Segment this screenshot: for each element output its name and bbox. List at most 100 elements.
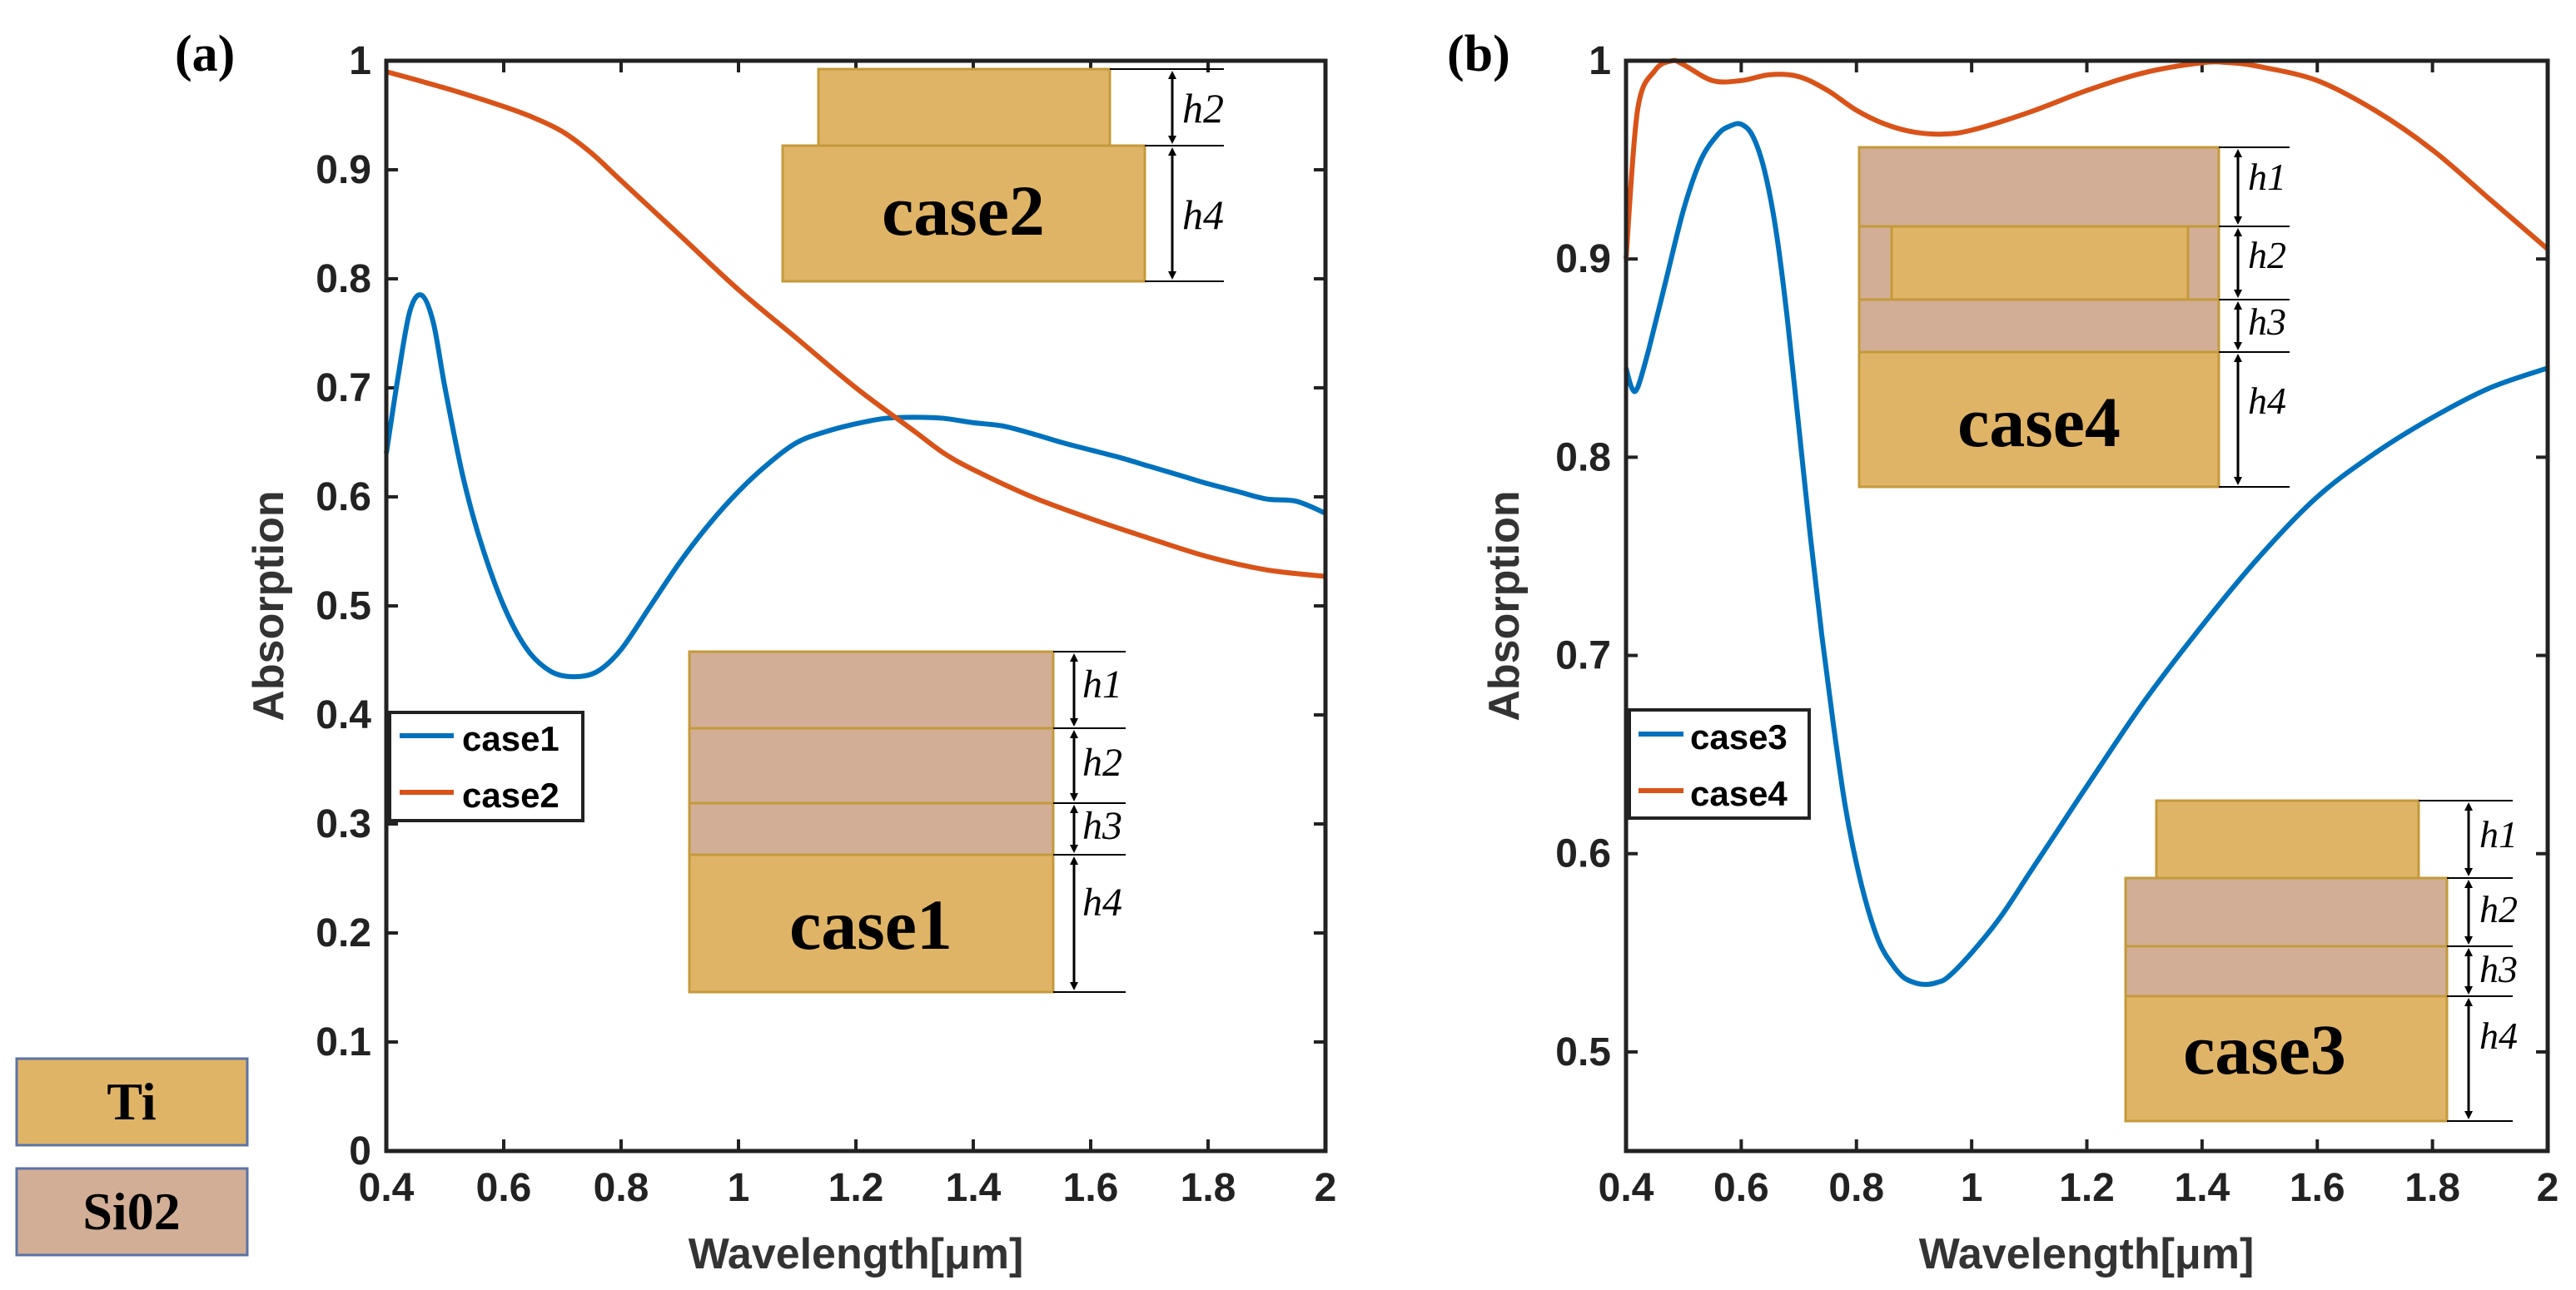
y-tick-label: 0.7 bbox=[316, 366, 371, 410]
x-tick-label: 1 bbox=[728, 1166, 750, 1210]
inset-case4-sio2-h1 bbox=[1857, 146, 2220, 228]
panel-a-legend: case1 case2 bbox=[388, 711, 584, 822]
panel-b-label: (b) bbox=[1447, 26, 1510, 82]
inset-case4-ti-h2 bbox=[1890, 225, 2190, 301]
panel-b-curves bbox=[1624, 57, 2549, 987]
inset-case4-ti-h4 bbox=[1857, 350, 2220, 489]
panel-b-legend: case3 case4 bbox=[1628, 708, 1811, 820]
inset-case3-sio2-h2 bbox=[2124, 876, 2449, 948]
materials-legend: Ti Si02 bbox=[15, 1057, 249, 1257]
x-tick-label: 1.8 bbox=[1181, 1166, 1236, 1210]
inset-case2-label: case2 bbox=[882, 171, 1045, 251]
inset-case3-label: case3 bbox=[2183, 1010, 2346, 1089]
inset-case4-dim-h3: h3 bbox=[2248, 300, 2286, 343]
panel-a-ylabel: Absorption bbox=[245, 490, 293, 721]
x-tick-label: 0.4 bbox=[1599, 1166, 1654, 1210]
x-tick-label: 1.8 bbox=[2404, 1166, 2460, 1210]
inset-case2-ti-top bbox=[817, 67, 1111, 147]
inset-case2-dim-h2: h2 bbox=[1182, 85, 1224, 131]
panel-b-ylabel: Absorption bbox=[1480, 490, 1529, 721]
inset-case1-label: case1 bbox=[789, 885, 952, 965]
y-tick-label: 0 bbox=[349, 1129, 371, 1173]
inset-case4-sio2-h3 bbox=[1857, 298, 2220, 354]
x-tick-label: 1.4 bbox=[946, 1166, 1002, 1210]
panel-b-chart: (b) 0.4 0.6 0.8 1 1.2 1.4 1.6 1.8 2 0.5 0.6 0.7 0.8 0… bbox=[1447, 26, 2559, 1278]
inset-case4-label: case4 bbox=[1957, 382, 2121, 462]
y-tick-label: 1 bbox=[1589, 39, 1611, 83]
inset-case2-dim-h4: h4 bbox=[1182, 191, 1224, 238]
x-tick-label: 2 bbox=[2537, 1166, 2559, 1210]
inset-case2-ti-bottom bbox=[781, 144, 1146, 283]
inset-case1-dim-h2: h2 bbox=[1082, 741, 1122, 785]
inset-case4-dim-h2: h2 bbox=[2248, 234, 2286, 276]
inset-case3-sio2-h3 bbox=[2124, 945, 2449, 998]
panel-b-xlabel: Wavelength[μm] bbox=[1919, 1230, 2255, 1278]
panel-a-chart: (a) 0.4 0.6 0.8 1 1.2 1.4 1.6 1.8 200.10.20.30.4… bbox=[175, 26, 1336, 1278]
legend-label-case4: case4 bbox=[1690, 774, 1788, 813]
inset-case1-ti-h4 bbox=[688, 853, 1055, 994]
panel-a-xlabel: Wavelength[μm] bbox=[689, 1230, 1024, 1278]
x-tick-label: 0.8 bbox=[1828, 1166, 1884, 1210]
inset-case3: case3 h1 h2 h3 h4 bbox=[2124, 799, 2518, 1123]
x-tick-label: 0.6 bbox=[1713, 1166, 1769, 1210]
material-label-ti: Ti bbox=[107, 1072, 156, 1131]
inset-case1-dim-h1: h1 bbox=[1082, 662, 1122, 707]
material-label-sio2: Si02 bbox=[82, 1182, 180, 1241]
material-swatch-ti bbox=[15, 1057, 249, 1147]
y-tick-label: 0.2 bbox=[316, 911, 371, 955]
y-tick-label: 0.3 bbox=[316, 802, 371, 846]
y-tick-label: 0.9 bbox=[316, 148, 371, 192]
panel-b-legend-box bbox=[1628, 708, 1811, 820]
inset-case2: case2 h2 h4 bbox=[781, 67, 1224, 283]
inset-case4: case4 h1 h2 h3 h4 bbox=[1857, 146, 2290, 489]
x-tick-label: 1.6 bbox=[2290, 1166, 2345, 1210]
x-tick-label: 0.4 bbox=[359, 1166, 415, 1210]
x-tick-label: 0.6 bbox=[476, 1166, 532, 1210]
legend-label-case2: case2 bbox=[462, 776, 559, 815]
y-tick-label: 0.4 bbox=[316, 693, 371, 737]
panel-a-legend-box bbox=[388, 711, 584, 822]
x-tick-label: 1.4 bbox=[2175, 1166, 2230, 1210]
inset-case3-ti-h1 bbox=[2155, 799, 2420, 880]
series-line-case3 bbox=[1624, 121, 2549, 987]
y-tick-label: 1 bbox=[349, 39, 371, 83]
inset-case3-dim-h1: h1 bbox=[2479, 813, 2518, 856]
inset-case3-dim-h4: h4 bbox=[2479, 1015, 2518, 1057]
x-tick-label: 1 bbox=[1961, 1166, 1983, 1210]
inset-case1-dim-h4: h4 bbox=[1082, 881, 1122, 925]
inset-case1-sio2-h3 bbox=[688, 801, 1055, 856]
legend-label-case1: case1 bbox=[462, 719, 559, 758]
y-tick-label: 0.8 bbox=[1555, 435, 1611, 479]
panel-a-curves bbox=[384, 69, 1327, 680]
panel-a-label: (a) bbox=[175, 26, 235, 82]
inset-case4-dim-h1: h1 bbox=[2248, 156, 2286, 198]
x-tick-label: 2 bbox=[1315, 1166, 1337, 1210]
panel-a-axes-box bbox=[384, 58, 1328, 1154]
material-swatch-sio2 bbox=[15, 1167, 249, 1257]
inset-case1-dim-h3: h3 bbox=[1082, 804, 1122, 848]
y-tick-label: 0.6 bbox=[316, 475, 371, 519]
y-tick-label: 0.7 bbox=[1555, 634, 1611, 678]
inset-case3-dim-h3: h3 bbox=[2479, 948, 2518, 990]
series-line-case4 bbox=[1624, 57, 2549, 260]
series-line-case2 bbox=[385, 69, 1326, 579]
inset-case3-ti-h4 bbox=[2124, 995, 2449, 1123]
y-tick-label: 0.1 bbox=[316, 1020, 371, 1064]
y-tick-label: 0.5 bbox=[1555, 1030, 1611, 1074]
series-line-case1 bbox=[384, 292, 1327, 680]
y-tick-label: 0.9 bbox=[1555, 237, 1611, 281]
inset-case4-dim-h4: h4 bbox=[2248, 380, 2286, 422]
legend-label-case3: case3 bbox=[1690, 717, 1788, 757]
x-tick-label: 1.6 bbox=[1063, 1166, 1119, 1210]
inset-case3-dim-h2: h2 bbox=[2479, 888, 2518, 930]
x-tick-label: 1.2 bbox=[828, 1166, 884, 1210]
inset-case1-sio2-h1 bbox=[688, 650, 1055, 730]
y-tick-label: 0.6 bbox=[1555, 832, 1611, 876]
x-tick-label: 1.2 bbox=[2059, 1166, 2115, 1210]
x-tick-label: 0.8 bbox=[594, 1166, 649, 1210]
panel-a-ticks: 0.4 0.6 0.8 1 1.2 1.4 1.6 1.8 2 0 0.1 0.2 0.3 0.4 0.5 0… bbox=[316, 39, 1336, 1210]
y-tick-label: 0.8 bbox=[316, 257, 371, 301]
y-tick-label: 0.5 bbox=[316, 584, 371, 628]
